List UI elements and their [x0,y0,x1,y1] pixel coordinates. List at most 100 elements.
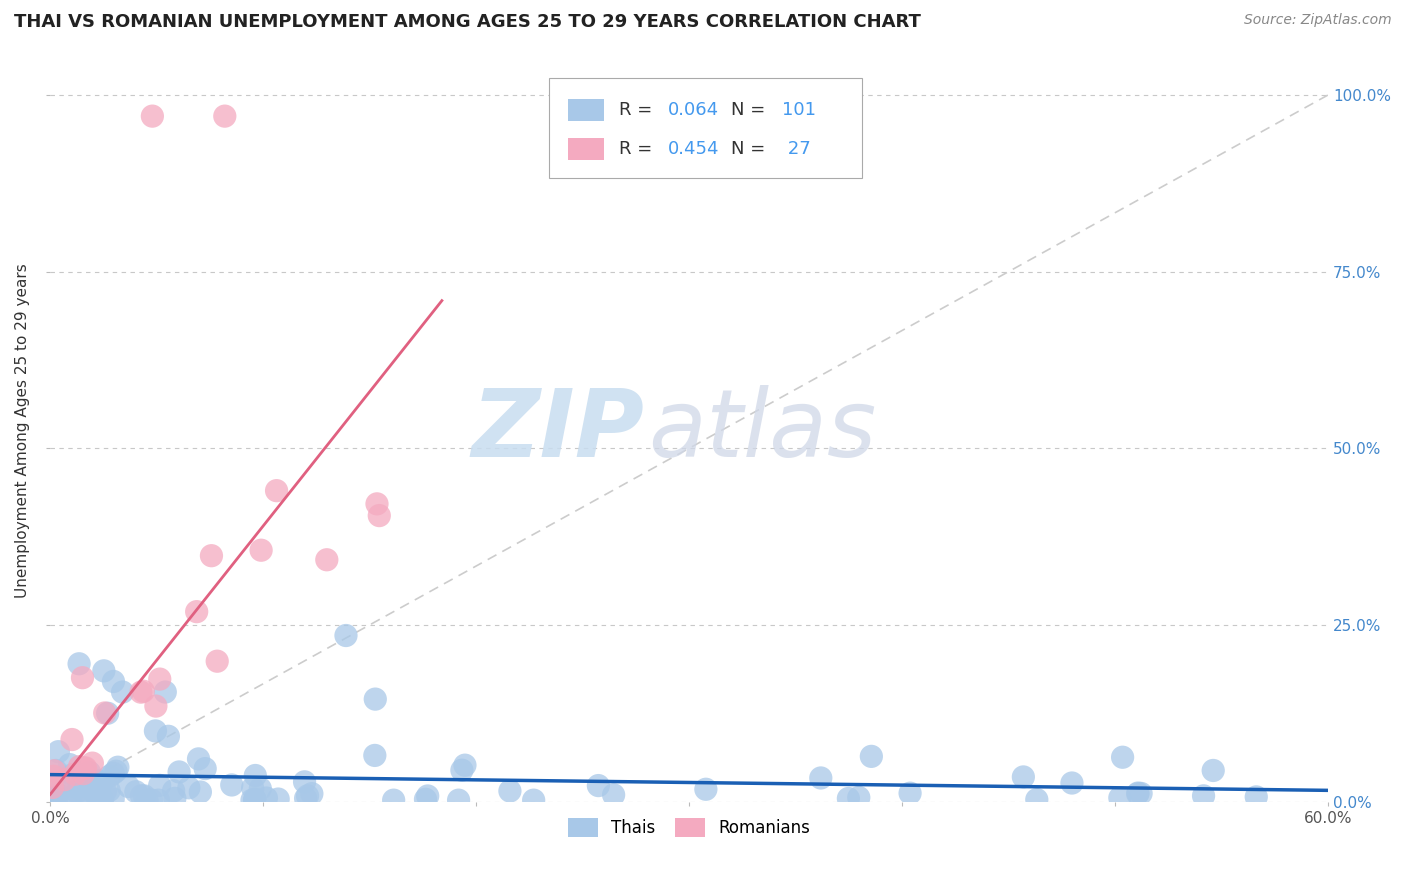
Y-axis label: Unemployment Among Ages 25 to 29 years: Unemployment Among Ages 25 to 29 years [15,263,30,598]
Point [141,109,163,123]
Point [44,790,66,805]
Point [84,788,107,802]
Point [177,780,200,795]
Point [149,778,172,792]
Point [155,685,177,699]
Point [157,729,180,743]
Point [98,769,121,783]
Point [898,786,921,800]
Text: R =: R = [619,101,658,119]
Point [117,780,139,794]
Text: 0.454: 0.454 [668,140,718,158]
Point [103,766,125,780]
Point [45,764,67,778]
Point [245,793,267,807]
Legend: Thais, Romanians: Thais, Romanians [560,809,818,846]
Point [368,508,391,523]
Point [810,771,832,785]
Point [602,788,624,802]
Point [51,781,73,796]
Point [240,793,263,807]
Point [214,109,236,123]
Point [70,775,93,789]
Point [1108,790,1130,805]
Point [93,664,115,678]
Point [129,685,152,699]
Point [366,497,388,511]
Point [72,766,94,780]
Point [53,772,76,787]
Point [1111,750,1133,764]
Text: N =: N = [731,140,772,158]
Point [145,723,167,738]
Point [75,761,97,775]
Point [221,778,243,792]
Point [105,764,128,779]
Point [848,790,870,805]
Point [454,758,477,772]
Text: 101: 101 [782,101,817,119]
Point [451,763,474,777]
Text: Source: ZipAtlas.com: Source: ZipAtlas.com [1244,13,1392,28]
Point [200,549,222,563]
Point [1130,786,1153,800]
FancyBboxPatch shape [568,137,603,160]
Point [148,793,170,807]
Point [1012,770,1035,784]
Point [125,785,148,799]
Point [1060,776,1083,790]
Point [103,674,125,689]
Point [250,543,273,558]
Point [44,764,66,778]
Point [145,699,167,714]
Point [364,748,387,763]
Point [59,757,82,772]
Point [415,792,437,806]
Point [162,783,184,797]
Text: THAI VS ROMANIAN UNEMPLOYMENT AMONG AGES 25 TO 29 YEARS CORRELATION CHART: THAI VS ROMANIAN UNEMPLOYMENT AMONG AGES… [14,13,921,31]
Point [103,792,125,806]
Point [1192,789,1215,803]
Point [382,793,405,807]
Point [134,789,156,803]
Text: atlas: atlas [648,385,876,476]
FancyBboxPatch shape [548,78,862,178]
Point [1202,764,1225,778]
Point [499,784,522,798]
Point [837,791,859,805]
Point [245,768,267,782]
Point [132,684,155,698]
Text: N =: N = [731,101,772,119]
Point [77,772,100,786]
Point [315,553,337,567]
Point [254,791,277,805]
Point [76,793,98,807]
Text: 0.064: 0.064 [668,101,718,119]
Point [243,793,266,807]
Point [73,761,96,775]
FancyBboxPatch shape [568,99,603,121]
Point [90,775,112,789]
Point [242,780,264,795]
Point [97,706,120,721]
Point [1244,789,1267,804]
Point [194,762,217,776]
Point [48,745,70,759]
Point [301,787,323,801]
Point [447,793,470,807]
Point [163,791,186,805]
Point [190,785,212,799]
Point [266,483,288,498]
Point [294,791,316,805]
Point [84,787,107,801]
Point [59,789,82,804]
Point [94,784,117,798]
Point [66,785,89,799]
Point [186,605,208,619]
Point [267,792,290,806]
Point [364,692,387,706]
Point [249,781,271,796]
Point [63,767,86,781]
Point [1126,786,1149,800]
Point [89,785,111,799]
